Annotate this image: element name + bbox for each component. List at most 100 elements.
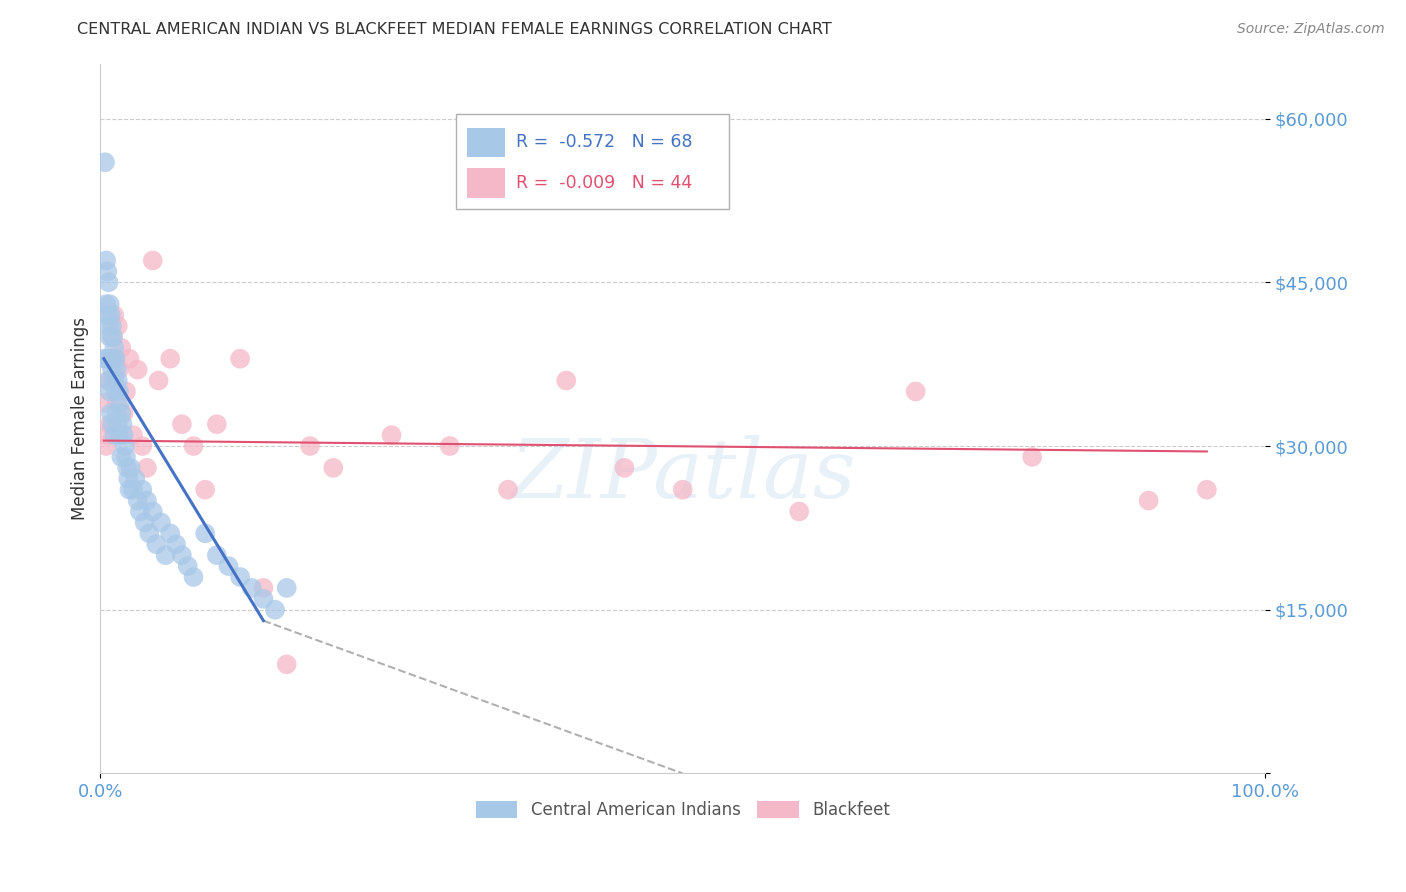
Point — [555, 374, 578, 388]
Point — [264, 603, 287, 617]
Point — [96, 308, 118, 322]
Point — [229, 351, 252, 366]
Point — [105, 406, 128, 420]
Point — [134, 516, 156, 530]
Point — [122, 483, 145, 497]
Point — [252, 581, 274, 595]
Point — [111, 417, 134, 432]
Point — [1195, 483, 1218, 497]
Point — [170, 417, 193, 432]
Point — [98, 384, 121, 399]
Text: Source: ZipAtlas.com: Source: ZipAtlas.com — [1237, 22, 1385, 37]
Point — [1021, 450, 1043, 464]
Point — [98, 417, 121, 432]
Point — [96, 439, 118, 453]
Point — [194, 483, 217, 497]
Text: ZIPatlas: ZIPatlas — [510, 435, 855, 516]
Point — [122, 428, 145, 442]
Point — [104, 384, 127, 399]
FancyBboxPatch shape — [456, 113, 730, 210]
Point — [183, 439, 205, 453]
Point — [101, 362, 124, 376]
Point — [108, 395, 131, 409]
Point — [100, 406, 122, 420]
Point — [101, 330, 124, 344]
Point — [118, 483, 141, 497]
Point — [127, 493, 149, 508]
Y-axis label: Median Female Earnings: Median Female Earnings — [72, 318, 89, 520]
Point — [105, 395, 128, 409]
Point — [229, 570, 252, 584]
Point — [100, 351, 122, 366]
Point — [496, 483, 519, 497]
Point — [112, 428, 135, 442]
Point — [120, 461, 142, 475]
Point — [129, 504, 152, 518]
Point — [112, 406, 135, 420]
Point — [108, 384, 131, 399]
Point — [93, 351, 115, 366]
Point — [117, 472, 139, 486]
Point — [115, 384, 138, 399]
Point — [108, 362, 131, 376]
Point — [101, 417, 124, 432]
Point — [155, 548, 177, 562]
Point — [107, 318, 129, 333]
Point — [97, 276, 120, 290]
Point — [672, 483, 695, 497]
Point — [98, 330, 121, 344]
Point — [276, 581, 298, 595]
Point — [96, 428, 118, 442]
Point — [205, 417, 228, 432]
Point — [787, 504, 810, 518]
Point — [205, 548, 228, 562]
Point — [103, 428, 125, 442]
Point — [107, 374, 129, 388]
Point — [1137, 493, 1160, 508]
Point — [131, 483, 153, 497]
FancyBboxPatch shape — [467, 168, 505, 197]
Point — [149, 516, 172, 530]
Point — [252, 591, 274, 606]
Point — [127, 362, 149, 376]
Point — [96, 253, 118, 268]
Point — [177, 559, 200, 574]
Point — [98, 297, 121, 311]
Point — [110, 341, 132, 355]
Point — [136, 461, 159, 475]
Point — [107, 417, 129, 432]
Point — [96, 351, 118, 366]
Point — [115, 450, 138, 464]
Point — [136, 493, 159, 508]
Point — [118, 351, 141, 366]
Point — [96, 297, 118, 311]
Point — [115, 461, 138, 475]
Point — [240, 581, 263, 595]
Point — [145, 537, 167, 551]
Point — [97, 318, 120, 333]
Point — [904, 384, 927, 399]
FancyBboxPatch shape — [467, 128, 505, 157]
Point — [194, 526, 217, 541]
Point — [101, 330, 124, 344]
Point — [170, 548, 193, 562]
Point — [96, 264, 118, 278]
Point — [613, 461, 636, 475]
Point — [138, 526, 160, 541]
Point — [101, 351, 124, 366]
Point — [159, 526, 181, 541]
Point — [165, 537, 187, 551]
Point — [183, 570, 205, 584]
Text: R =  -0.009   N = 44: R = -0.009 N = 44 — [516, 174, 692, 192]
Point — [131, 439, 153, 453]
Point — [322, 461, 344, 475]
Point — [380, 428, 402, 442]
Point — [101, 374, 124, 388]
Point — [103, 374, 125, 388]
Point — [159, 351, 181, 366]
Point — [276, 657, 298, 672]
Point — [105, 362, 128, 376]
Point — [108, 428, 131, 442]
Point — [298, 439, 321, 453]
Point — [217, 559, 239, 574]
